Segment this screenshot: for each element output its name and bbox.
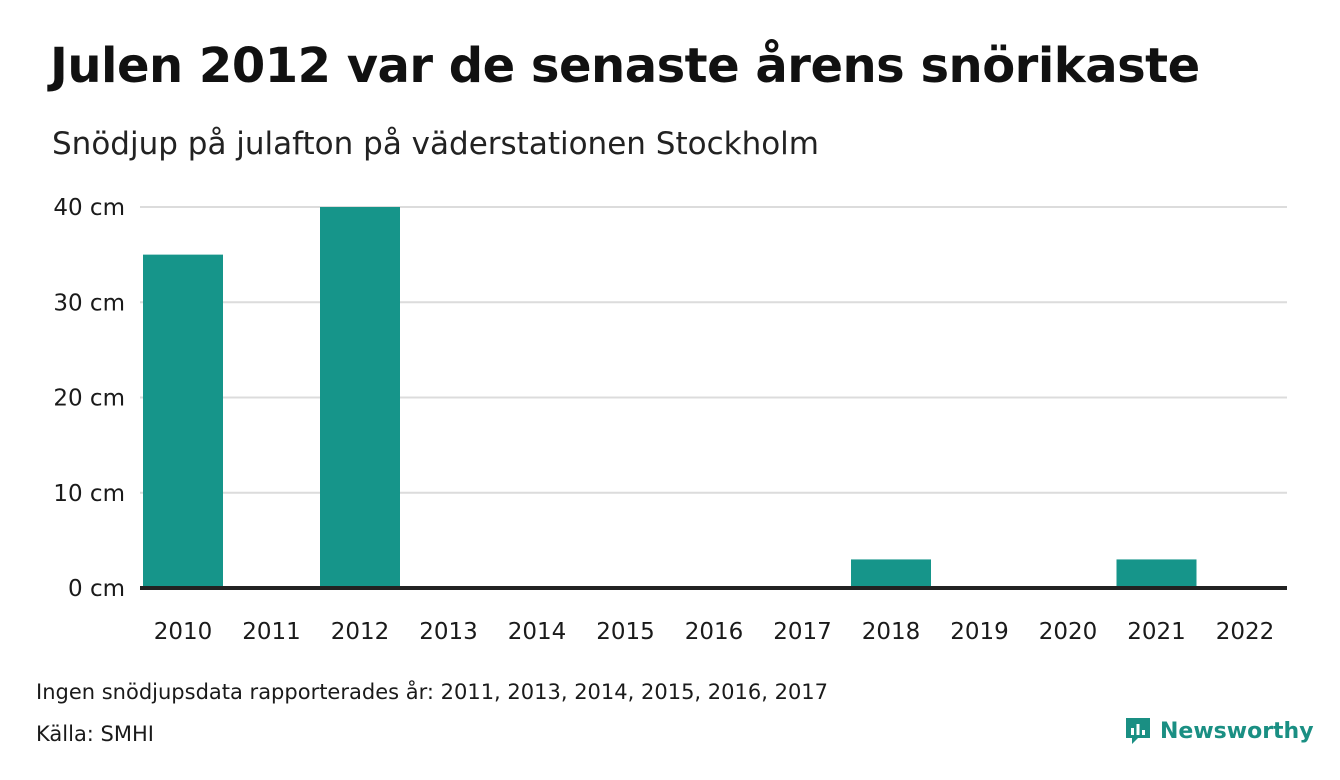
x-tick-label: 2019: [950, 619, 1009, 645]
source-note: Källa: SMHI: [36, 722, 154, 746]
bar-chart-speech-icon: [1126, 718, 1150, 744]
x-tick-label: 2012: [331, 619, 390, 645]
y-tick-label: 10 cm: [53, 481, 125, 507]
x-tick-label: 2010: [154, 619, 213, 645]
x-tick-label: 2021: [1127, 619, 1186, 645]
x-tick-label: 2011: [242, 619, 301, 645]
x-tick-label: 2020: [1039, 619, 1098, 645]
x-tick-label: 2016: [685, 619, 744, 645]
y-tick-label: 20 cm: [53, 386, 125, 412]
bar-2012: [320, 207, 400, 588]
x-tick-label: 2014: [508, 619, 567, 645]
x-tick-label: 2013: [419, 619, 478, 645]
bar-2018: [851, 559, 931, 588]
brand-name: Newsworthy: [1160, 718, 1314, 744]
bar-2010: [143, 254, 223, 588]
y-tick-label: 0 cm: [68, 576, 125, 602]
chart-subtitle: Snödjup på julafton på väderstationen St…: [52, 126, 819, 162]
chart-title: Julen 2012 var de senaste årens snörikas…: [50, 38, 1200, 94]
x-tick-label: 2018: [862, 619, 921, 645]
y-tick-label: 30 cm: [53, 290, 125, 316]
footnote: Ingen snödjupsdata rapporterades år: 201…: [36, 680, 829, 704]
y-tick-label: 40 cm: [53, 195, 125, 221]
x-tick-label: 2015: [596, 619, 655, 645]
bar-2021: [1116, 559, 1197, 588]
x-tick-label: 2017: [773, 619, 832, 645]
x-tick-label: 2022: [1216, 619, 1275, 645]
newsworthy-logo: Newsworthy: [1124, 716, 1314, 746]
